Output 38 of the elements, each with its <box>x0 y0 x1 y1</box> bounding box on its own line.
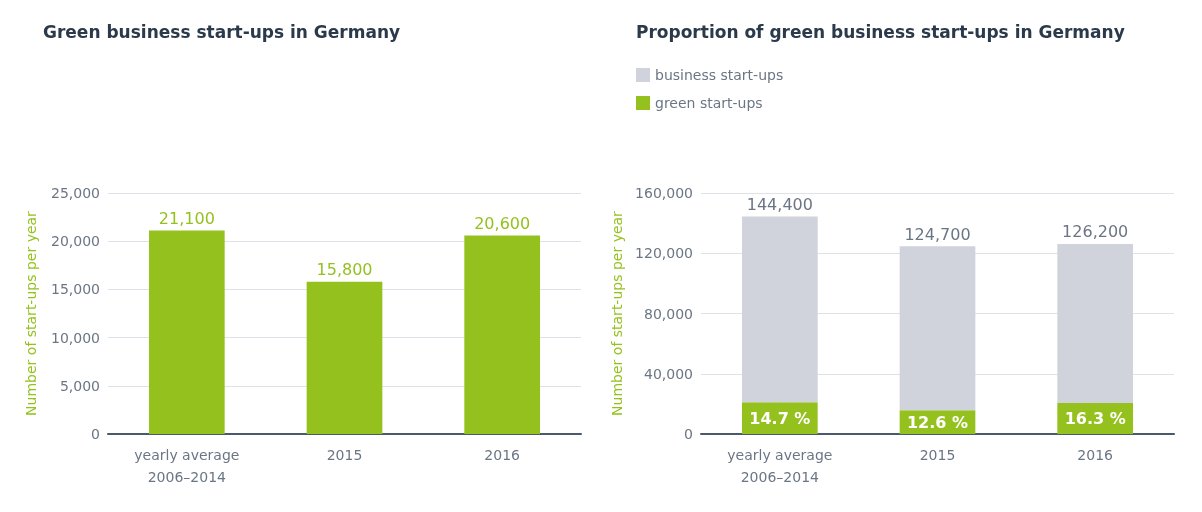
y-tick-label: 20,000 <box>51 233 100 250</box>
chart-title: Green business start-ups in Germany <box>43 21 401 42</box>
data-label: 15,800 <box>316 260 373 280</box>
bar <box>1057 243 1134 403</box>
y-tick-label: 0 <box>684 426 693 442</box>
bar <box>148 230 225 434</box>
legend-label: business start-ups <box>655 67 784 83</box>
x-tick-label: 2015 <box>326 447 363 463</box>
total-label: 144,400 <box>746 195 813 214</box>
bar <box>306 281 383 434</box>
annotation: 14.7 % <box>749 408 811 428</box>
y-axis-title: Number of start-ups per year <box>609 210 626 416</box>
bar <box>464 235 541 434</box>
bar <box>899 246 976 411</box>
total-label: 124,700 <box>904 224 971 244</box>
x-tick-label: 2015 <box>919 447 956 463</box>
y-tick-label: 160,000 <box>635 185 693 201</box>
bar <box>741 216 818 403</box>
data-label: 21,100 <box>158 209 215 229</box>
y-tick-label: 25,000 <box>51 185 100 201</box>
y-tick-label: 120,000 <box>635 245 693 262</box>
legend-label: green start-ups <box>655 95 763 111</box>
y-tick-label: 5,000 <box>59 377 100 394</box>
annotation: 16.3 % <box>1064 408 1126 428</box>
y-tick-label: 80,000 <box>644 305 693 322</box>
chart-title: Proportion of green business start-ups in Germany <box>636 21 1125 42</box>
y-tick-label: 10,000 <box>51 329 100 346</box>
data-label: 20,600 <box>474 213 531 233</box>
y-tick-label: 40,000 <box>644 365 693 382</box>
x-tick-label: yearly average 2006–2014 <box>727 447 833 485</box>
x-tick-label: 2016 <box>484 447 521 463</box>
x-tick-label: 2016 <box>1077 447 1114 463</box>
x-tick-label: yearly average 2006–2014 <box>134 447 240 485</box>
y-tick-label: 15,000 <box>51 281 100 298</box>
y-axis-title: Number of start-ups per year <box>23 210 39 416</box>
total-label: 126,200 <box>1062 222 1129 242</box>
y-tick-label: 0 <box>91 426 100 442</box>
annotation: 12.6 % <box>906 412 969 432</box>
